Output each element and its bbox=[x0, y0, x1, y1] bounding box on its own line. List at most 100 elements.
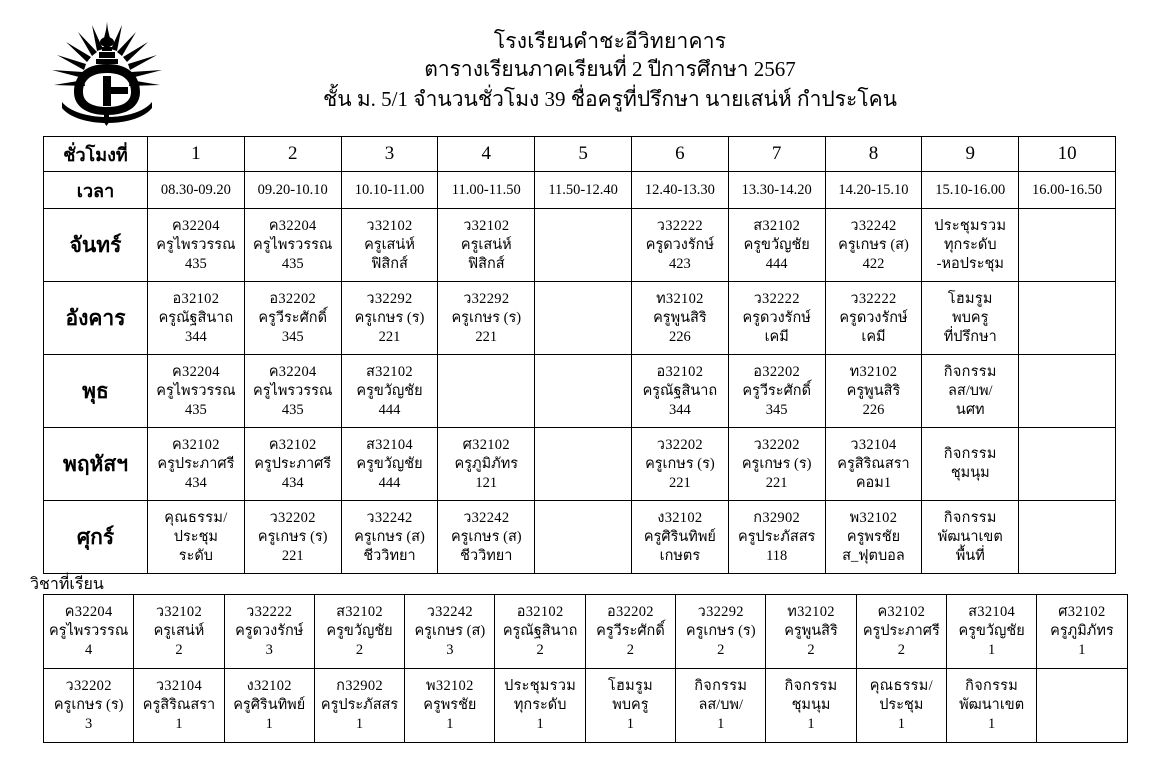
cell-line-2: ครูพูนสิริ bbox=[846, 382, 901, 399]
cell-line-1: ท32102 bbox=[849, 363, 898, 380]
cell-line-3: 435 bbox=[281, 255, 304, 272]
period-number-3: 3 bbox=[340, 136, 439, 172]
cell-line-2: ครูพูนสิริ bbox=[784, 623, 838, 639]
cell-line-2: ครูขวัญชัย bbox=[356, 455, 423, 472]
timetable-cell: ว32222 ครูดวงรักษ์ เคมี bbox=[727, 281, 826, 355]
cell-line-1: ค32102 bbox=[877, 604, 926, 620]
cell-line-3: 221 bbox=[765, 474, 788, 491]
cell-line-3: 1 bbox=[807, 716, 815, 732]
timetable-cell: ค32204 ครูไพรวรรณ 435 bbox=[243, 208, 342, 282]
cell-line-2: พัฒนาเขต bbox=[959, 697, 1025, 713]
day-label: ศุกร์ bbox=[43, 500, 148, 574]
timetable-cell: อ32202 ครูวีระศักดิ์ 345 bbox=[243, 281, 342, 355]
cell-line-1: ว32104 bbox=[155, 678, 203, 694]
cell-line-1: ว32102 bbox=[463, 217, 510, 234]
cell-line-1: อ32102 bbox=[656, 363, 704, 380]
cell-line-3: 3 bbox=[85, 716, 93, 732]
cell-line-2: ครูณัฐสินาถ bbox=[642, 382, 718, 399]
cell-line-1: ค32204 bbox=[172, 217, 220, 234]
time-row-label: เวลา bbox=[43, 171, 148, 209]
cell-line-2: ครูประภัสสร bbox=[738, 528, 816, 545]
cell-line-1: ประชุมรวม bbox=[934, 217, 1007, 234]
cell-line-1: ว32104 bbox=[850, 436, 897, 453]
summary-cell: โฮมรูม พบครู 1 bbox=[584, 668, 677, 743]
cell-line-2: ครูพูนสิริ bbox=[653, 309, 707, 326]
cell-line-2: ครูวีระศักดิ์ bbox=[258, 309, 327, 326]
timetable-cell: ค32204 ครูไพรวรรณ 435 bbox=[243, 354, 342, 428]
cell-line-1: ท32102 bbox=[787, 604, 835, 620]
summary-cell: ว32242 ครูเกษร (ส) 3 bbox=[404, 594, 496, 669]
cell-line-2: ครูเกษร (ร) bbox=[741, 455, 812, 472]
timetable-cell bbox=[1018, 281, 1116, 355]
time-slot-8: 14.20-15.10 bbox=[824, 171, 923, 209]
cell-line-3: 444 bbox=[378, 401, 401, 418]
time-slot-3: 10.10-11.00 bbox=[340, 171, 439, 209]
cell-line-3: 4 bbox=[85, 642, 93, 658]
cell-line-3: 435 bbox=[185, 401, 207, 418]
cell-line-2: ครูดวงรักษ์ bbox=[742, 309, 811, 326]
timetable-cell: ว32292 ครูเกษร (ร) 221 bbox=[340, 281, 439, 355]
cell-line-3: 1 bbox=[446, 716, 454, 732]
cell-line-1: โฮมรูม bbox=[947, 290, 993, 307]
cell-line-3: 121 bbox=[475, 474, 498, 491]
cell-line-2: ครูเกษร (ร) bbox=[451, 309, 522, 326]
timetable-cell: ว32104 ครูสิริณสรา คอม1 bbox=[824, 427, 923, 501]
cell-line-3: 2 bbox=[717, 642, 725, 658]
cell-line-2: ครูพรชัย bbox=[423, 697, 477, 713]
cell-line-3: 435 bbox=[281, 401, 304, 418]
cell-line-3: 1 bbox=[175, 716, 183, 732]
timetable-cell: ศ32102 ครูภูมิภัทร 121 bbox=[437, 427, 536, 501]
timetable-cell: ส32102 ครูขวัญชัย 444 bbox=[727, 208, 826, 282]
cell-line-2: ครูณัฐสินาถ bbox=[158, 309, 234, 326]
summary-cell: ประชุมรวม ทุกระดับ 1 bbox=[494, 668, 586, 743]
cell-line-1: ว32202 bbox=[753, 436, 800, 453]
cell-line-1: ว32242 bbox=[850, 217, 897, 234]
timetable-cell: ก32902 ครูประภัสสร 118 bbox=[727, 500, 826, 574]
cell-line-1: ว32222 bbox=[246, 604, 293, 620]
period-header-row: ชั่วโมงที่ 1 2 3 4 5 6 7 8 9 10 bbox=[43, 136, 1116, 172]
timetable-cell bbox=[534, 208, 632, 282]
cell-line-3: 2 bbox=[807, 642, 815, 658]
summary-row: ว32202 ครูเกษร (ร) 3 ว32104 ครูสิริณสรา 1 ง321… bbox=[42, 668, 1128, 743]
cell-line-3: 2 bbox=[536, 642, 544, 658]
time-row: เวลา 08.30-09.20 09.20-10.10 10.10-11.00 11.… bbox=[43, 171, 1116, 209]
cell-line-1: ว32202 bbox=[65, 678, 112, 694]
summary-cell: ส32104 ครูขวัญชัย 1 bbox=[945, 594, 1038, 669]
cell-line-1: ว32292 bbox=[366, 290, 413, 307]
cell-line-3: 422 bbox=[862, 255, 885, 272]
cell-line-3: 221 bbox=[378, 328, 401, 345]
timetable-cell bbox=[534, 500, 632, 574]
cell-line-1: ส32102 bbox=[336, 604, 383, 620]
cell-line-3: 435 bbox=[185, 255, 207, 272]
summary-table-wrapper: ค32204 ครูไพรวรรณ 4 ว32102 ครูเสน่ห์ 2 ว32222 ค… bbox=[42, 594, 1128, 743]
timetable-cell bbox=[534, 427, 632, 501]
timetable-cell: ว32102 ครูเสน่ห์ ฟิสิกส์ bbox=[437, 208, 536, 282]
cell-line-2: ครูเกษร (ร) bbox=[354, 309, 425, 326]
summary-cell: ง32102 ครูศิรินทิพย์ 1 bbox=[223, 668, 315, 743]
cell-line-3: ชีววิทยา bbox=[363, 547, 416, 564]
summary-cell: ว32104 ครูสิริณสรา 1 bbox=[133, 668, 225, 743]
cell-line-3: คอม1 bbox=[855, 474, 892, 491]
cell-line-2: ครูเกษร (ร) bbox=[53, 697, 124, 713]
cell-line-1: กิจกรรม bbox=[943, 363, 997, 380]
day-label: พุธ bbox=[43, 354, 148, 428]
cell-line-3: 3 bbox=[446, 642, 454, 658]
day-label: จันทร์ bbox=[43, 208, 148, 282]
cell-line-2: พบครู bbox=[952, 309, 989, 326]
cell-line-2: ทุกระดับ bbox=[513, 697, 567, 713]
cell-line-3: 221 bbox=[281, 547, 304, 564]
cell-line-2: ครูเสน่ห์ bbox=[364, 236, 415, 253]
summary-cell: ก32902 ครูประภัสสร 1 bbox=[313, 668, 406, 743]
cell-line-3: 434 bbox=[281, 474, 304, 491]
cell-line-3: เคมี bbox=[861, 328, 886, 345]
summary-cell: ศ32102 ครูภูมิภัทร 1 bbox=[1036, 594, 1128, 669]
cell-line-3: 2 bbox=[355, 642, 364, 658]
cell-line-2: ครูขวัญชัย bbox=[743, 236, 810, 253]
timetable-cell bbox=[534, 281, 632, 355]
cell-line-1: อ32202 bbox=[607, 604, 654, 620]
cell-line-3: 345 bbox=[281, 328, 304, 345]
cell-line-2: ประชุม bbox=[879, 697, 924, 713]
cell-line-3: 2 bbox=[626, 642, 635, 658]
cell-line-2: ครูเสน่ห์ bbox=[153, 623, 205, 639]
